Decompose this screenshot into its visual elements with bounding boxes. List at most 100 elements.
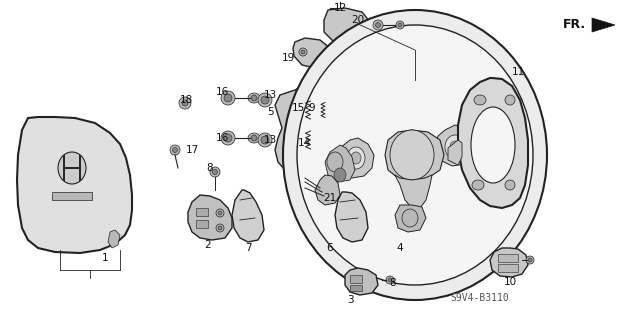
Polygon shape [188, 195, 232, 240]
Text: FR.: FR. [563, 19, 586, 32]
Text: 16: 16 [216, 87, 228, 97]
Text: 9: 9 [308, 103, 316, 113]
Ellipse shape [505, 95, 515, 105]
Ellipse shape [288, 106, 302, 124]
Text: 11: 11 [511, 67, 525, 77]
Polygon shape [17, 117, 132, 253]
Ellipse shape [474, 95, 486, 105]
Bar [498, 264, 518, 272]
Polygon shape [335, 192, 368, 242]
Ellipse shape [251, 135, 257, 141]
Ellipse shape [216, 209, 224, 217]
Ellipse shape [376, 23, 381, 27]
Text: 12: 12 [333, 3, 347, 13]
Ellipse shape [528, 258, 532, 262]
Ellipse shape [182, 100, 188, 106]
Ellipse shape [472, 180, 484, 190]
Ellipse shape [216, 224, 224, 232]
Ellipse shape [218, 226, 222, 230]
Text: 15: 15 [291, 103, 305, 113]
Ellipse shape [224, 94, 232, 102]
Ellipse shape [445, 135, 465, 159]
Ellipse shape [402, 209, 418, 227]
Text: 6: 6 [326, 243, 333, 253]
Ellipse shape [261, 136, 269, 144]
Polygon shape [458, 78, 528, 208]
Ellipse shape [386, 276, 394, 284]
Ellipse shape [505, 180, 515, 190]
Ellipse shape [398, 23, 402, 27]
Polygon shape [293, 38, 330, 68]
Ellipse shape [526, 256, 534, 264]
Polygon shape [232, 190, 264, 242]
Ellipse shape [396, 21, 404, 29]
Bar [52, 192, 92, 200]
Ellipse shape [388, 278, 392, 282]
Ellipse shape [288, 154, 298, 166]
Text: 19: 19 [282, 53, 294, 63]
Ellipse shape [248, 133, 260, 143]
Bar [498, 254, 518, 262]
Ellipse shape [221, 91, 235, 105]
Text: 20: 20 [351, 15, 365, 25]
Ellipse shape [170, 145, 180, 155]
Ellipse shape [58, 152, 86, 184]
Text: 14: 14 [298, 138, 310, 148]
Text: S9V4-B3110: S9V4-B3110 [450, 293, 509, 303]
Text: 5: 5 [267, 107, 273, 117]
Polygon shape [435, 125, 475, 166]
Text: 1: 1 [102, 253, 108, 263]
Bar [350, 275, 362, 283]
Polygon shape [490, 248, 528, 277]
Ellipse shape [221, 131, 235, 145]
Bar [196, 208, 208, 216]
Text: 4: 4 [397, 243, 403, 253]
Text: 18: 18 [179, 95, 193, 105]
Ellipse shape [261, 96, 269, 104]
Ellipse shape [258, 93, 272, 107]
Text: 13: 13 [264, 135, 276, 145]
Text: 8: 8 [207, 163, 213, 173]
Ellipse shape [248, 93, 260, 103]
Bar [350, 285, 362, 291]
Ellipse shape [471, 107, 515, 183]
Ellipse shape [333, 108, 337, 113]
Polygon shape [448, 140, 462, 165]
Ellipse shape [224, 134, 232, 142]
Polygon shape [108, 230, 120, 248]
Bar [196, 220, 208, 228]
Text: 2: 2 [205, 240, 211, 250]
Polygon shape [315, 175, 340, 205]
Text: 8: 8 [390, 278, 396, 288]
Text: 16: 16 [216, 133, 228, 143]
Ellipse shape [390, 130, 434, 180]
Ellipse shape [373, 20, 383, 30]
Polygon shape [592, 18, 615, 32]
Ellipse shape [173, 147, 177, 152]
Ellipse shape [283, 10, 547, 300]
Text: 13: 13 [264, 90, 276, 100]
Text: 17: 17 [186, 145, 198, 155]
Text: 10: 10 [504, 277, 516, 287]
Text: 3: 3 [347, 295, 353, 305]
Ellipse shape [258, 133, 272, 147]
Ellipse shape [327, 152, 343, 172]
Polygon shape [395, 175, 432, 208]
Ellipse shape [212, 169, 218, 174]
Ellipse shape [218, 211, 222, 215]
Polygon shape [395, 205, 426, 232]
Text: 21: 21 [323, 193, 337, 203]
Polygon shape [385, 130, 444, 180]
Ellipse shape [179, 97, 191, 109]
Ellipse shape [330, 105, 340, 115]
Ellipse shape [450, 141, 460, 153]
Polygon shape [324, 8, 370, 45]
Ellipse shape [294, 142, 306, 158]
Polygon shape [325, 145, 355, 182]
Ellipse shape [347, 147, 365, 169]
Ellipse shape [301, 50, 305, 54]
Ellipse shape [334, 168, 346, 182]
Ellipse shape [297, 25, 533, 285]
Text: 7: 7 [244, 243, 252, 253]
Ellipse shape [210, 167, 220, 177]
